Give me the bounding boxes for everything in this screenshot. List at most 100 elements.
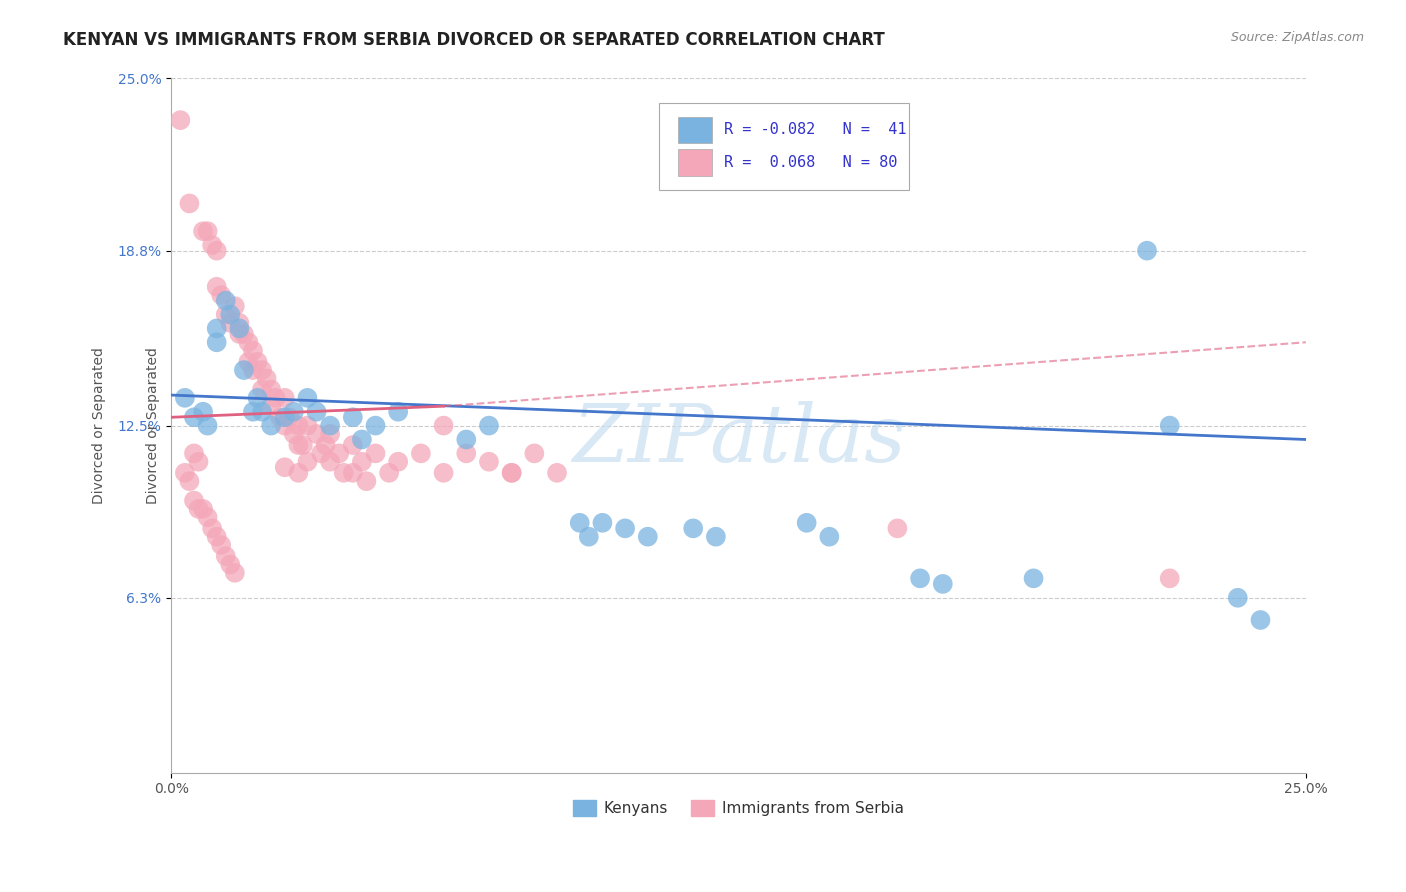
- Point: [232, 363, 254, 377]
- Point: [291, 438, 314, 452]
- FancyBboxPatch shape: [659, 103, 908, 190]
- Point: [174, 466, 197, 480]
- Point: [287, 418, 309, 433]
- Point: [278, 410, 301, 425]
- Point: [191, 224, 214, 238]
- Point: [432, 466, 454, 480]
- Point: [191, 502, 214, 516]
- Point: [283, 426, 305, 441]
- Point: [637, 530, 659, 544]
- Point: [250, 383, 273, 397]
- Point: [242, 363, 264, 377]
- Point: [205, 335, 228, 350]
- Point: [205, 279, 228, 293]
- Point: [591, 516, 613, 530]
- Point: [456, 433, 478, 447]
- Point: [224, 566, 246, 580]
- Point: [456, 446, 478, 460]
- Point: [179, 196, 201, 211]
- Point: [350, 455, 373, 469]
- Point: [238, 355, 260, 369]
- Point: [256, 371, 278, 385]
- Point: [297, 455, 319, 469]
- Point: [328, 446, 350, 460]
- Point: [197, 418, 219, 433]
- Point: [1249, 613, 1271, 627]
- Point: [219, 316, 242, 330]
- Point: [501, 466, 523, 480]
- Point: [260, 399, 283, 413]
- Y-axis label: Divorced or Separated: Divorced or Separated: [93, 347, 107, 504]
- Point: [287, 438, 309, 452]
- FancyBboxPatch shape: [679, 117, 713, 143]
- Point: [319, 426, 342, 441]
- Point: [242, 343, 264, 358]
- Point: [297, 391, 319, 405]
- Point: [250, 405, 273, 419]
- Point: [183, 410, 205, 425]
- Point: [209, 538, 232, 552]
- Point: [183, 446, 205, 460]
- Point: [264, 391, 287, 405]
- Point: [350, 433, 373, 447]
- Point: [205, 244, 228, 258]
- Point: [1022, 571, 1045, 585]
- Point: [432, 418, 454, 433]
- Point: [260, 418, 283, 433]
- Point: [886, 521, 908, 535]
- Point: [342, 410, 364, 425]
- FancyBboxPatch shape: [679, 149, 713, 176]
- Point: [187, 455, 209, 469]
- Point: [228, 326, 250, 341]
- Point: [242, 405, 264, 419]
- Point: [1226, 591, 1249, 605]
- Point: [228, 316, 250, 330]
- Point: [232, 326, 254, 341]
- Text: ZIPatlas: ZIPatlas: [572, 401, 905, 478]
- Point: [283, 405, 305, 419]
- Text: R = -0.082   N =  41: R = -0.082 N = 41: [724, 122, 907, 137]
- Point: [305, 405, 328, 419]
- Point: [478, 418, 501, 433]
- Point: [409, 446, 432, 460]
- Point: [201, 521, 224, 535]
- Point: [682, 521, 704, 535]
- Point: [201, 238, 224, 252]
- Point: [501, 466, 523, 480]
- Point: [319, 418, 342, 433]
- Point: [1136, 244, 1159, 258]
- Point: [274, 460, 297, 475]
- Point: [523, 446, 546, 460]
- Point: [183, 493, 205, 508]
- Point: [546, 466, 568, 480]
- Point: [169, 113, 191, 128]
- Point: [215, 308, 238, 322]
- Text: Source: ZipAtlas.com: Source: ZipAtlas.com: [1230, 31, 1364, 45]
- Point: [228, 321, 250, 335]
- Point: [197, 224, 219, 238]
- Point: [219, 558, 242, 572]
- Point: [932, 577, 955, 591]
- Point: [269, 410, 291, 425]
- Point: [578, 530, 600, 544]
- Y-axis label: Divorced or Separated: Divorced or Separated: [146, 347, 160, 504]
- Point: [387, 455, 409, 469]
- Point: [342, 438, 364, 452]
- Point: [908, 571, 931, 585]
- Point: [205, 321, 228, 335]
- Point: [274, 391, 297, 405]
- Point: [342, 466, 364, 480]
- Point: [238, 335, 260, 350]
- Point: [224, 299, 246, 313]
- Point: [274, 410, 297, 425]
- Point: [305, 426, 328, 441]
- Point: [287, 466, 309, 480]
- Point: [704, 530, 727, 544]
- Text: KENYAN VS IMMIGRANTS FROM SERBIA DIVORCED OR SEPARATED CORRELATION CHART: KENYAN VS IMMIGRANTS FROM SERBIA DIVORCE…: [63, 31, 884, 49]
- Point: [209, 288, 232, 302]
- Text: R =  0.068   N = 80: R = 0.068 N = 80: [724, 155, 897, 170]
- Point: [315, 438, 337, 452]
- Point: [250, 363, 273, 377]
- Point: [364, 418, 387, 433]
- Point: [197, 510, 219, 524]
